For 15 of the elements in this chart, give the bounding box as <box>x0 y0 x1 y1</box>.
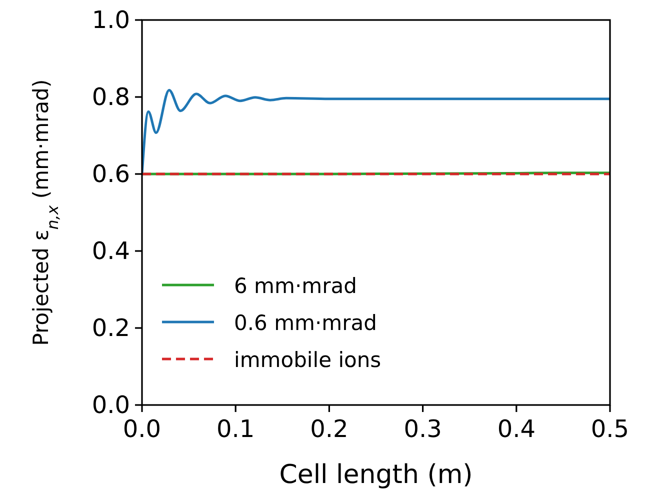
legend-label: 6 mm·mrad <box>234 274 357 298</box>
line-series <box>142 88 610 176</box>
y-tick-label: 1.0 <box>92 6 130 34</box>
x-axis-title: Cell length (m) <box>279 460 473 490</box>
y-tick-label: 0.8 <box>92 83 130 111</box>
x-tick-label: 0.4 <box>497 415 536 443</box>
y-tick-label: 0.2 <box>92 314 130 342</box>
x-tick-label: 0.2 <box>310 415 348 443</box>
legend-label: immobile ions <box>234 348 382 372</box>
y-tick-label: 0.6 <box>92 160 130 188</box>
legend-label: 0.6 mm·mrad <box>234 311 377 335</box>
x-tick-label: 0.5 <box>590 415 630 443</box>
x-tick-label: 0.3 <box>404 415 442 443</box>
x-tick-label: 0.1 <box>216 415 255 443</box>
y-tick-label: 0.4 <box>92 237 130 265</box>
